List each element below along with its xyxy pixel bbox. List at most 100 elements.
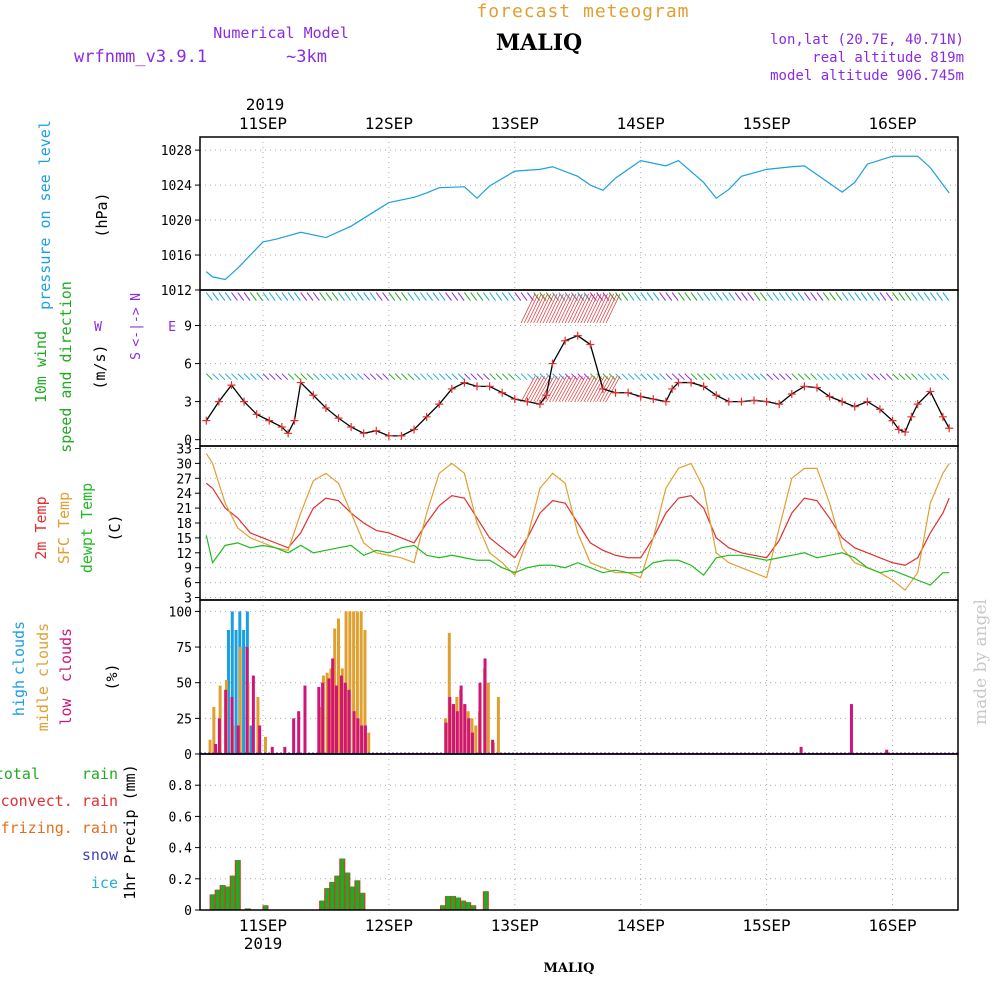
wind-arrow-upper <box>470 292 478 301</box>
wind-arrow-lower <box>841 373 849 381</box>
compass-south: S <box>129 352 144 360</box>
y-tick-label: 0 <box>184 434 192 449</box>
bar-low_clouds <box>491 739 495 754</box>
bottom-day-labels: 11SEP 12SEP 13SEP 14SEP 15SEP 16SEP <box>239 916 917 935</box>
wind-hatch <box>552 293 567 324</box>
wind-arrow-lower <box>785 373 792 381</box>
wind-arrow-lower <box>703 373 711 381</box>
wind-marker <box>422 412 431 421</box>
wind-arrow-upper <box>243 292 251 301</box>
wind-arrow-lower <box>898 373 906 381</box>
wind-arrow-upper <box>281 292 289 301</box>
wind-arrow-upper <box>331 292 339 301</box>
wind-marker <box>214 397 223 406</box>
wind-arrow-upper <box>338 292 345 301</box>
wind-hatch <box>577 293 593 324</box>
wind-arrow-lower <box>508 373 515 381</box>
wind-arrow-lower <box>338 373 345 381</box>
wind-marker <box>384 431 393 440</box>
wind-arrow-lower <box>747 373 755 381</box>
y-tick-label: 1028 <box>161 144 192 159</box>
series-dewpt <box>205 535 950 586</box>
wind-marker <box>775 400 784 409</box>
wind-marker <box>624 388 633 397</box>
wind-hatch <box>552 376 567 402</box>
bottom-day-label: 16SEP <box>868 916 916 935</box>
wind-arrow-upper <box>848 292 855 301</box>
wind-arrow-upper <box>734 292 742 301</box>
y-tick-label: 33 <box>176 442 192 457</box>
wind-marker <box>611 388 620 397</box>
wind-arrow-lower <box>325 373 333 381</box>
bar-total-rain <box>325 888 330 910</box>
wind-arrow-upper <box>936 292 943 301</box>
bar-high_clouds <box>242 629 246 754</box>
wind-arrow-lower <box>419 373 427 381</box>
wind-unit: (m/s) <box>91 344 109 389</box>
wind-arrow-upper <box>696 292 704 301</box>
wind-arrow-lower <box>879 373 887 381</box>
bar-total-rain <box>335 875 340 910</box>
wind-arrow-upper <box>413 292 421 301</box>
wind-arrow-upper <box>621 292 629 301</box>
wind-hatch <box>583 293 599 324</box>
temp-panel-labels: 2m Temp SFC Temp dewpt Temp (C) <box>32 483 124 573</box>
wind-hatch <box>564 293 580 324</box>
wind-arrow-upper <box>722 292 729 301</box>
wind-hatch <box>520 376 536 402</box>
wind-marker <box>863 397 872 406</box>
bar-total-rain <box>441 905 446 910</box>
y-tick-label: 12 <box>176 547 192 562</box>
wind-marker <box>290 416 299 425</box>
wind-hatch <box>567 293 583 324</box>
wind-arrow-lower <box>722 373 729 381</box>
wind-arrow-upper <box>759 292 767 301</box>
wind-marker <box>787 390 796 398</box>
wind-marker <box>800 382 809 391</box>
wind-hatch <box>536 293 552 324</box>
bar-low_clouds <box>297 711 301 754</box>
panel-wind: 0 3 6 9 <box>184 289 959 449</box>
wind-arrow-lower <box>602 373 610 381</box>
y-tick-label: 6 <box>184 577 192 592</box>
wind-hatch <box>583 376 599 402</box>
wind-arrow-upper <box>451 292 459 301</box>
wind-hatch <box>530 293 545 324</box>
wind-hatch <box>533 293 548 324</box>
y-tick-label: 18 <box>176 517 192 532</box>
wind-arrow-lower <box>804 373 811 381</box>
wind-arrow-upper <box>690 292 698 301</box>
wind-arrow-upper <box>866 292 874 301</box>
y-tick-label: 25 <box>176 712 192 727</box>
bar-total-rain <box>235 860 240 910</box>
wind-arrow-lower <box>552 373 559 381</box>
wind-arrow-upper <box>785 292 792 301</box>
wind-arrow-lower <box>457 373 465 381</box>
wind-hatch <box>580 293 596 324</box>
wind-marker <box>397 431 406 440</box>
wind-arrow-lower <box>413 373 421 381</box>
wind-marker <box>265 416 274 425</box>
wind-arrow-lower <box>218 373 226 381</box>
bar-low_clouds <box>467 718 471 754</box>
wind-hatch <box>561 293 577 324</box>
wind-label-2: speed and direction <box>57 281 75 453</box>
wind-arrow-upper <box>917 292 925 301</box>
y-tick-label: 6 <box>184 358 192 373</box>
wind-panel-labels: 10m wind speed and direction (m/s) N <-|… <box>32 281 176 453</box>
wind-arrow-upper <box>401 292 408 301</box>
wind-arrow-lower <box>268 373 276 381</box>
wind-marker <box>548 359 557 368</box>
mid-clouds-label: midle clouds <box>34 623 52 731</box>
wind-hatch <box>542 293 558 324</box>
bar-total-rain <box>245 908 250 910</box>
bar-low_clouds <box>483 658 487 754</box>
low-clouds-label: clouds <box>57 628 75 682</box>
wind-marker <box>737 397 746 406</box>
wind-arrow-upper <box>382 292 389 301</box>
wind-marker <box>460 378 469 387</box>
wind-hatch <box>602 293 618 324</box>
series-temp_2m <box>205 482 950 566</box>
y-tick-label: 0.8 <box>169 779 192 794</box>
